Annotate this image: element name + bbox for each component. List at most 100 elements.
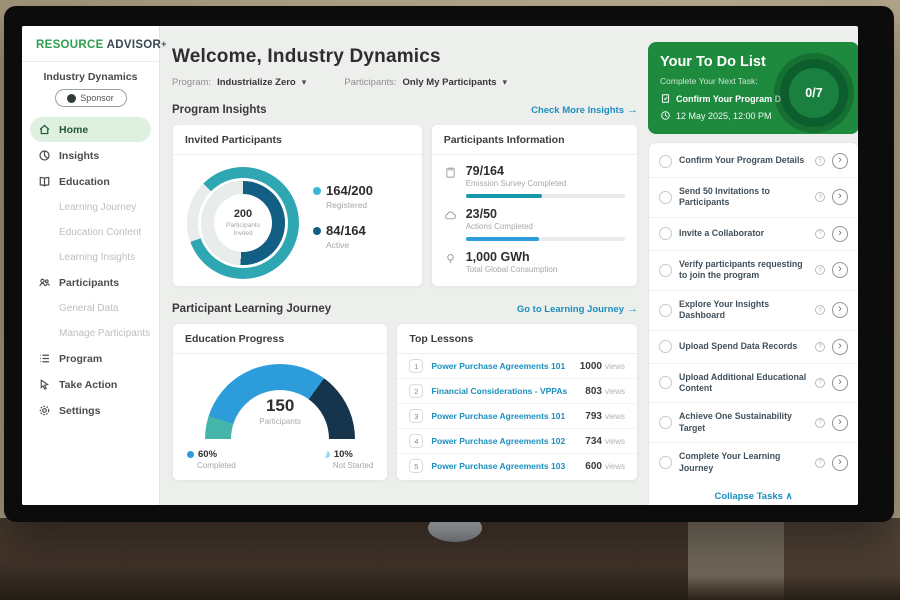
stat-row: 79/164 Emission Survey Completed bbox=[432, 155, 637, 188]
sponsor-badge[interactable]: Sponsor bbox=[55, 89, 127, 107]
info-icon[interactable]: ? bbox=[815, 156, 825, 166]
info-icon[interactable]: ? bbox=[815, 305, 825, 315]
task-checkbox[interactable] bbox=[659, 227, 672, 240]
sidebar-item-settings[interactable]: Settings bbox=[30, 398, 151, 423]
lesson-link[interactable]: Power Purchase Agreements 103 bbox=[431, 461, 585, 471]
program-filter-value[interactable]: Industrialize Zero bbox=[217, 77, 296, 88]
task-checkbox[interactable] bbox=[659, 340, 672, 353]
task-checkbox[interactable] bbox=[659, 155, 672, 168]
card-title: Top Lessons bbox=[397, 324, 637, 354]
lesson-views: 600 bbox=[585, 461, 602, 472]
bulb-icon bbox=[444, 250, 458, 274]
task-row[interactable]: Send 50 Invitations to Participants ? › bbox=[649, 178, 858, 218]
chevron-right-button[interactable]: › bbox=[832, 339, 848, 355]
chevron-right-button[interactable]: › bbox=[832, 153, 848, 169]
views-label: views bbox=[605, 437, 625, 446]
main-content: Welcome, Industry Dynamics Program: Indu… bbox=[160, 26, 648, 505]
task-checkbox[interactable] bbox=[659, 264, 672, 277]
task-row[interactable]: Verify participants requesting to join t… bbox=[649, 251, 858, 291]
donut-center-label: Participants Invited bbox=[221, 222, 265, 238]
info-icon[interactable]: ? bbox=[815, 342, 825, 352]
sidebar-subitem-label: Learning Insights bbox=[59, 252, 135, 263]
arrow-right-icon: → bbox=[627, 303, 638, 315]
chevron-right-button[interactable]: › bbox=[832, 189, 848, 205]
lesson-link[interactable]: Power Purchase Agreements 102 bbox=[431, 436, 585, 446]
lesson-rank: 2 bbox=[409, 384, 423, 398]
lesson-link[interactable]: Power Purchase Agreements 101 bbox=[431, 361, 579, 371]
card-title: Invited Participants bbox=[173, 125, 422, 155]
task-checkbox[interactable] bbox=[659, 416, 672, 429]
chevron-right-button[interactable]: › bbox=[832, 415, 848, 431]
info-icon[interactable]: ? bbox=[815, 229, 825, 239]
chevron-right-button[interactable]: › bbox=[832, 302, 848, 318]
sidebar-item-participants[interactable]: Participants bbox=[30, 270, 151, 295]
views-label: views bbox=[605, 387, 625, 396]
lesson-row: 1 Power Purchase Agreements 101 1000 vie… bbox=[397, 354, 637, 379]
participants-filter-value[interactable]: Only My Participants bbox=[403, 77, 497, 88]
chevron-right-button[interactable]: › bbox=[832, 455, 848, 471]
task-row[interactable]: Complete Your Learning Journey ? › bbox=[649, 443, 858, 482]
task-row[interactable]: Achieve One Sustainability Target ? › bbox=[649, 403, 858, 443]
insights-cards-row: Invited Participants 200 Participants In… bbox=[172, 124, 638, 287]
task-doc-icon bbox=[660, 93, 671, 104]
gauge-center: 150 Participants bbox=[205, 396, 355, 426]
insights-icon bbox=[38, 149, 51, 162]
info-icon[interactable]: ? bbox=[815, 458, 825, 468]
sidebar-item-learning-journey[interactable]: Learning Journey bbox=[30, 195, 151, 219]
task-row[interactable]: Confirm Your Program Details ? › bbox=[649, 145, 858, 178]
chevron-down-icon[interactable]: ▾ bbox=[503, 77, 508, 88]
collapse-tasks-link[interactable]: Collapse Tasks ∧ bbox=[649, 482, 858, 505]
chevron-down-icon[interactable]: ▾ bbox=[302, 77, 307, 88]
lesson-link[interactable]: Financial Considerations - VPPAs bbox=[431, 386, 585, 396]
info-icon[interactable]: ? bbox=[815, 265, 825, 275]
sidebar-item-education-content[interactable]: Education Content bbox=[30, 220, 151, 244]
participants-information-card: Participants Information 79/164 Emission… bbox=[431, 124, 638, 287]
info-icon[interactable]: ? bbox=[815, 378, 825, 388]
sidebar-item-home[interactable]: Home bbox=[30, 117, 151, 142]
sidebar-item-manage-participants[interactable]: Manage Participants bbox=[30, 321, 151, 345]
task-row[interactable]: Upload Additional Educational Content ? … bbox=[649, 364, 858, 404]
task-row[interactable]: Invite a Collaborator ? › bbox=[649, 218, 858, 251]
go-to-learning-journey-link[interactable]: Go to Learning Journey→ bbox=[517, 303, 638, 315]
check-more-insights-link[interactable]: Check More Insights→ bbox=[531, 104, 638, 116]
sidebar-item-label: Education bbox=[59, 176, 110, 188]
views-label: views bbox=[605, 462, 625, 471]
lesson-row: 4 Power Purchase Agreements 102 734 view… bbox=[397, 429, 637, 454]
clock-icon bbox=[660, 110, 671, 121]
task-row[interactable]: Upload Spend Data Records ? › bbox=[649, 331, 858, 364]
sidebar-item-general-data[interactable]: General Data bbox=[30, 296, 151, 320]
sidebar-item-program[interactable]: Program bbox=[30, 346, 151, 371]
chevron-right-button[interactable]: › bbox=[832, 375, 848, 391]
lesson-link[interactable]: Power Purchase Agreements 101 bbox=[431, 411, 585, 421]
program-icon bbox=[38, 352, 51, 365]
task-label: Explore Your Insights Dashboard bbox=[679, 299, 808, 322]
sidebar-item-education[interactable]: Education bbox=[30, 169, 151, 194]
todo-progress-value: 0/7 bbox=[805, 86, 822, 100]
sidebar-item-insights[interactable]: Insights bbox=[30, 143, 151, 168]
legend-value: 84/164 bbox=[326, 223, 366, 238]
lesson-views: 1000 bbox=[580, 361, 602, 372]
program-filter-label: Program: bbox=[172, 77, 211, 88]
chevron-right-button[interactable]: › bbox=[832, 226, 848, 242]
sidebar-item-learning-insights[interactable]: Learning Insights bbox=[30, 245, 151, 269]
invited-donut-chart: 200 Participants Invited bbox=[187, 167, 299, 279]
stat-value: 1,000 GWh bbox=[466, 250, 558, 264]
task-checkbox[interactable] bbox=[659, 304, 672, 317]
task-label: Confirm Your Program Details bbox=[679, 155, 808, 166]
views-label: views bbox=[605, 412, 625, 421]
sidebar-item-label: Settings bbox=[59, 405, 100, 417]
info-icon[interactable]: ? bbox=[815, 192, 825, 202]
info-icon[interactable]: ? bbox=[815, 418, 825, 428]
todo-summary-card: Your To Do List Complete Your Next Task:… bbox=[648, 42, 858, 134]
card-title: Education Progress bbox=[173, 324, 387, 354]
sidebar-item-take-action[interactable]: Take Action bbox=[30, 372, 151, 397]
task-row[interactable]: Explore Your Insights Dashboard ? › bbox=[649, 291, 858, 331]
stat-row: 23/50 Actions Completed bbox=[432, 198, 637, 231]
task-checkbox[interactable] bbox=[659, 456, 672, 469]
collapse-label: Collapse Tasks bbox=[714, 491, 782, 502]
legend-item-registered: 164/200 Registered bbox=[313, 183, 373, 210]
task-checkbox[interactable] bbox=[659, 191, 672, 204]
task-checkbox[interactable] bbox=[659, 376, 672, 389]
logo-advisor: ADVISOR bbox=[107, 39, 162, 51]
chevron-right-button[interactable]: › bbox=[832, 262, 848, 278]
